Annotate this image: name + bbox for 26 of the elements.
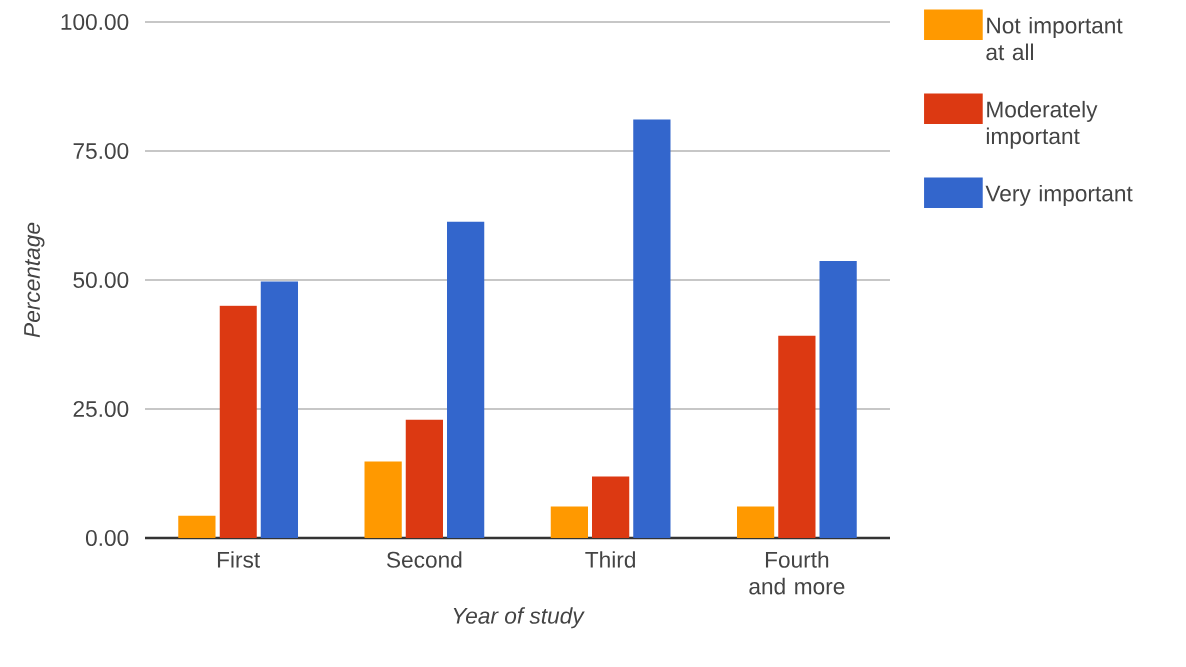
y-tick-label: 100.00: [61, 13, 129, 31]
x-tick-label: First: [217, 551, 260, 568]
y-tick-label: 50.00: [73, 271, 129, 289]
bar: [447, 221, 485, 538]
y-tick-label: 25.00: [73, 400, 129, 418]
bar: [219, 305, 257, 538]
x-tick-label: Second: [386, 551, 462, 568]
x-axis-title: Year of study: [453, 607, 585, 629]
legend-label: Not important at all: [986, 16, 1123, 61]
y-tick-label: 0.00: [85, 529, 129, 547]
bar: [778, 335, 816, 538]
bar: [550, 506, 588, 538]
bar: [364, 461, 402, 538]
bar: [633, 119, 671, 538]
bar: [737, 506, 775, 538]
y-axis-title: Percentage: [24, 222, 45, 338]
bar: [592, 476, 630, 538]
x-tick-label: Third: [585, 551, 635, 568]
bar: [405, 419, 444, 538]
bar: [178, 515, 216, 538]
legend-label: Very important: [985, 184, 1133, 206]
legend-label: Moderately important: [986, 100, 1098, 149]
bar: [260, 281, 299, 538]
bar: [819, 260, 857, 538]
y-tick-label: 75.00: [73, 142, 129, 160]
x-tick-label: Fourth and more: [749, 551, 845, 595]
